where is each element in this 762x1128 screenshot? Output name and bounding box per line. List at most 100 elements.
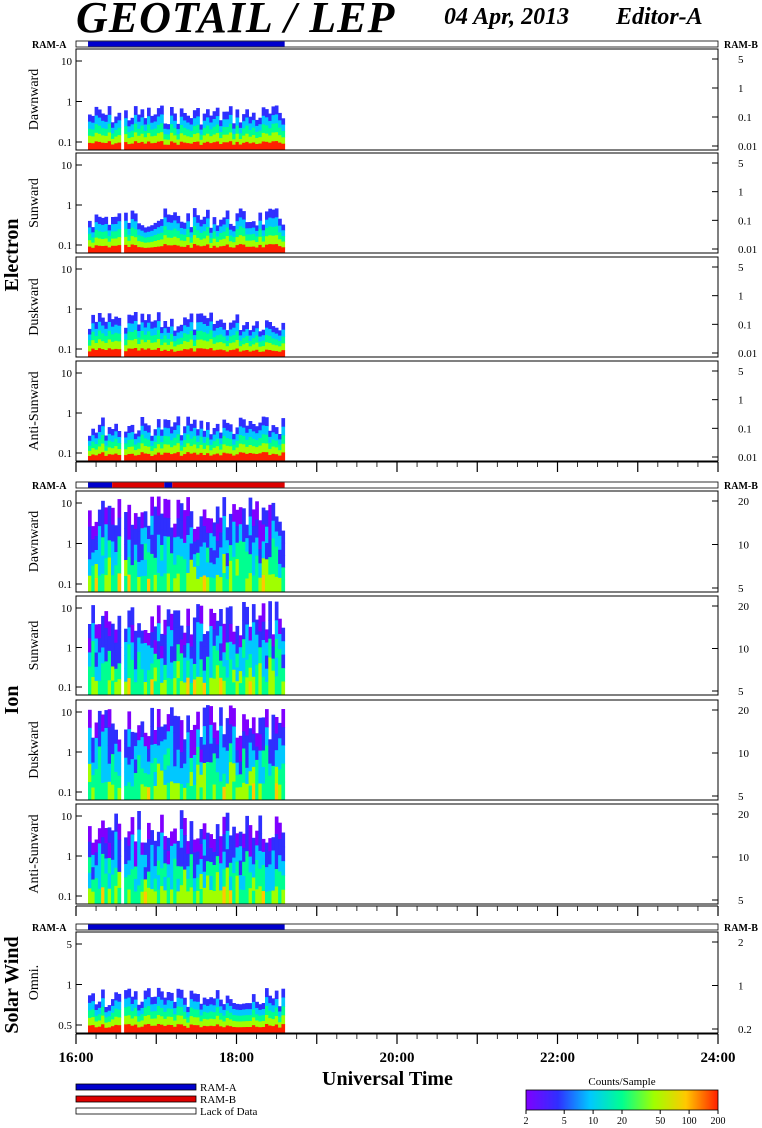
spectrogram-cell [192, 235, 197, 245]
ram-a-label: RAM-A [32, 481, 67, 492]
right-tick-label: 1 [738, 187, 744, 199]
spectrogram-cell [153, 540, 158, 559]
spectrogram-cell [225, 244, 230, 254]
spectrogram-cell [228, 724, 233, 744]
spectrogram-cell [255, 426, 259, 434]
spectrogram-cell [186, 573, 190, 593]
spectrogram-cell [206, 109, 210, 118]
spectrogram-cell [124, 351, 128, 358]
spectrogram-cell [189, 658, 194, 672]
spectrogram-cell [133, 999, 138, 1009]
spectrogram-cell [107, 574, 112, 593]
spectrogram-cell [127, 711, 132, 730]
spectrogram-cell [242, 427, 246, 437]
spectrogram-cell [281, 668, 286, 683]
spectrogram-cell [140, 867, 145, 880]
spectrogram-cell [140, 752, 145, 769]
spectrogram-cell [238, 860, 243, 876]
spectrogram-cell [258, 445, 263, 454]
spectrogram-cell [183, 510, 187, 527]
spectrogram-cell [268, 120, 272, 129]
spectrogram-cell [166, 326, 171, 334]
spectrogram-cell [186, 853, 190, 867]
spectrogram-cell [202, 744, 207, 764]
spectrogram-cell [101, 998, 105, 1008]
spectrogram-cell [101, 224, 105, 233]
spectrogram-cell [232, 433, 236, 440]
spectrogram-cell [150, 456, 154, 462]
spectrogram-cell [153, 349, 158, 358]
spectrogram-cell [127, 228, 132, 236]
spectrogram-cell [202, 559, 207, 576]
spectrogram-cell [124, 455, 128, 462]
spectrogram-cell [265, 559, 269, 577]
spectrogram-cell [255, 138, 259, 145]
spectrogram-cell [111, 754, 115, 770]
spectrogram-cell [150, 225, 154, 232]
ram-bar-frame [75, 40, 719, 48]
spectrogram-cell [130, 786, 135, 801]
spectrogram-cell [212, 613, 217, 630]
spectrogram-cell [235, 1021, 240, 1028]
spectrogram-cell [170, 662, 174, 680]
spectrogram-cell [124, 785, 128, 801]
spectrogram-cell [248, 246, 253, 254]
spectrogram-cell [235, 639, 240, 655]
spectrogram-cell [94, 444, 99, 451]
spectrogram-cell [176, 555, 181, 574]
spectrogram-cell [156, 220, 161, 228]
spectrogram-cell [176, 783, 181, 801]
spectrogram-cell [242, 714, 246, 732]
spectrogram-cell [163, 436, 168, 445]
spectrogram-cell [88, 857, 92, 874]
spectrogram-cell [104, 858, 109, 875]
spectrogram-cell [114, 538, 118, 553]
spectrogram-cell [261, 346, 266, 353]
spectrogram-cell [202, 575, 207, 593]
spectrogram-cell [170, 725, 174, 745]
spectrogram-cell [215, 872, 220, 889]
spectrogram-cell [248, 445, 253, 454]
spectrogram-cell [265, 526, 269, 544]
spectrogram-cell [124, 333, 128, 340]
spectrogram-cell [94, 680, 99, 696]
spectrogram-cell [173, 732, 177, 750]
spectrogram-cell [228, 446, 233, 455]
spectrogram-cell [245, 117, 249, 127]
spectrogram-cell [104, 678, 109, 696]
spectrogram-cell [88, 727, 92, 747]
legend-swatch [75, 1095, 197, 1103]
spectrogram-cell [265, 417, 269, 427]
spectrogram-cell [209, 330, 213, 340]
spectrogram-cell [206, 453, 210, 462]
spectrogram-cell [179, 246, 184, 254]
spectrogram-cell [278, 769, 282, 786]
spectrogram-cell [166, 643, 171, 662]
spectrogram-cell [160, 545, 164, 562]
spectrogram-cell [124, 668, 128, 683]
spectrogram-cell [101, 128, 105, 136]
spectrogram-cell [130, 143, 135, 151]
spectrogram-cell [206, 889, 210, 905]
spectrogram-cell [114, 552, 118, 566]
spectrogram-cell [199, 531, 204, 547]
spectrogram-cell [212, 1012, 217, 1020]
spectrogram-cell [130, 446, 135, 455]
spectrogram-cell [111, 652, 115, 667]
spectrogram-cell [251, 509, 256, 527]
spectrogram-cell [215, 990, 220, 1000]
spectrogram-cell [166, 1000, 171, 1009]
spectrogram-cell [170, 831, 174, 847]
spectrogram-cell [209, 1004, 213, 1013]
spectrogram-cell [107, 322, 112, 332]
spectrogram-cell [196, 864, 200, 879]
spectrogram-cell [153, 996, 158, 1005]
spectrogram-cell [225, 607, 230, 626]
spectrogram-cell [222, 680, 227, 696]
spectrogram-cell [183, 325, 187, 334]
spectrogram-cell [242, 602, 246, 622]
spectrogram-cell [192, 554, 197, 568]
spectrogram-cell [268, 113, 272, 122]
spectrogram-cell [235, 348, 240, 358]
spectrogram-cell [278, 455, 282, 462]
